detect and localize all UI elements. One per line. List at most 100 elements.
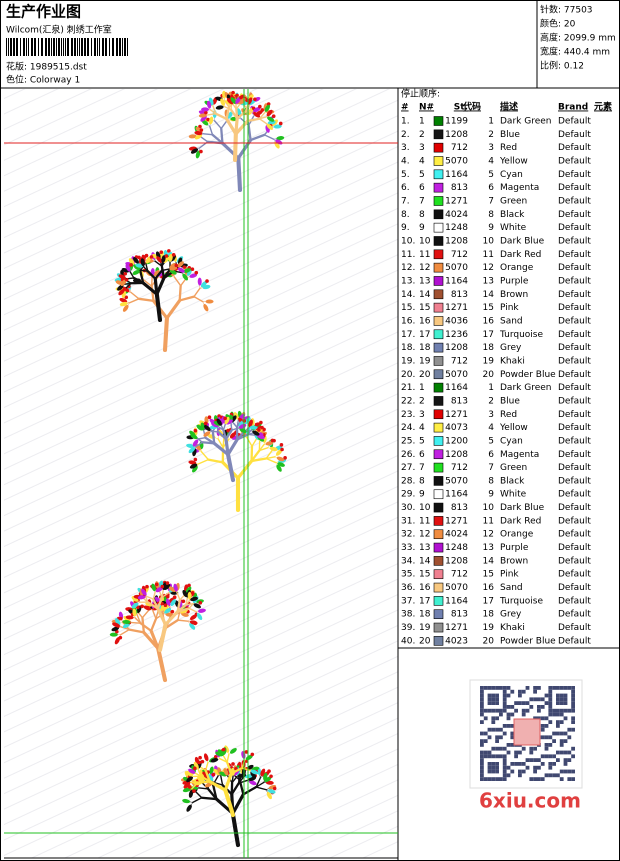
- table-cell: Khaki: [500, 623, 525, 633]
- leaf: [186, 804, 192, 812]
- table-cell: 25.: [401, 436, 415, 446]
- qr-module: [559, 693, 564, 698]
- qr-module: [506, 693, 511, 698]
- branch: [212, 105, 217, 115]
- leaf: [195, 150, 201, 159]
- qr-module: [556, 750, 560, 755]
- table-cell: 5070: [445, 263, 468, 273]
- table-cell: Default: [558, 276, 591, 286]
- leaf: [239, 427, 247, 434]
- qr-module: [567, 758, 572, 762]
- color-swatch: [433, 622, 444, 633]
- color-swatch: [433, 196, 444, 206]
- berry: [124, 295, 129, 300]
- table-cell: 1200: [445, 436, 468, 446]
- table-cell: 20: [419, 370, 431, 380]
- leaf: [192, 465, 198, 473]
- color-swatch: [433, 342, 444, 353]
- table-cell: 4: [488, 423, 494, 433]
- leaf: [201, 107, 210, 112]
- branch: [226, 753, 230, 763]
- branch: [128, 628, 145, 634]
- table-cell: 2.: [401, 130, 410, 140]
- table-cell: 1208: [445, 236, 468, 246]
- color-swatch: [433, 276, 444, 286]
- branch: [197, 768, 202, 777]
- branch: [157, 622, 168, 653]
- berry: [207, 415, 212, 420]
- color-swatch: [433, 502, 444, 513]
- color-swatch: [433, 436, 444, 446]
- branch: [174, 276, 182, 287]
- branch: [141, 281, 159, 296]
- berry: [190, 590, 195, 595]
- berry: [145, 584, 149, 589]
- table-cell: 16.: [401, 316, 415, 326]
- table-cell: 14: [419, 290, 431, 300]
- qr-module: [487, 777, 492, 781]
- qr-module: [480, 697, 484, 702]
- qr-module: [533, 765, 537, 770]
- table-cell: Default: [558, 263, 591, 273]
- berry: [187, 583, 191, 588]
- berry: [198, 124, 202, 129]
- branch: [139, 269, 149, 272]
- branch: [123, 282, 132, 286]
- leaf: [193, 761, 199, 770]
- leaf: [226, 98, 234, 105]
- qr-module: [563, 701, 568, 705]
- qr-module: [518, 773, 522, 778]
- qr-module: [495, 701, 499, 705]
- branch: [255, 777, 262, 788]
- qr-module: [514, 750, 518, 755]
- branch: [236, 430, 246, 441]
- color-swatch: [433, 156, 444, 166]
- qr-module: [525, 708, 530, 713]
- qr-module: [506, 765, 511, 770]
- qr-module: [525, 758, 530, 762]
- qr-module: [559, 697, 564, 702]
- leaf: [213, 768, 220, 776]
- leaf: [194, 134, 203, 140]
- table-cell: 6.: [401, 183, 410, 193]
- table-cell: 16: [483, 316, 495, 326]
- table-cell: 18: [483, 343, 495, 353]
- color-swatch: [433, 262, 444, 273]
- berry: [174, 263, 179, 268]
- bar: [87, 38, 89, 56]
- bar: [119, 38, 121, 56]
- qr-module: [510, 762, 515, 766]
- table-cell: 1164: [445, 170, 468, 180]
- qr-module: [552, 712, 556, 717]
- berry: [270, 438, 275, 443]
- berry: [272, 786, 277, 791]
- table-cell: 11: [483, 516, 494, 526]
- qr-module: [487, 769, 492, 774]
- qr-module: [567, 686, 572, 690]
- table-cell: 8.: [401, 210, 410, 220]
- qr-module: [483, 731, 488, 736]
- branch: [235, 107, 239, 120]
- branch: [197, 436, 207, 440]
- qr-module: [521, 689, 526, 694]
- qr-module: [480, 777, 484, 781]
- bar: [8, 38, 9, 56]
- leaf: [265, 780, 274, 785]
- qr-module: [491, 769, 496, 774]
- stat: 针数: 77503: [540, 4, 593, 16]
- qr-module: [533, 686, 537, 690]
- leaf: [215, 105, 224, 110]
- table-cell: Default: [558, 330, 591, 340]
- qr-module: [548, 697, 553, 702]
- leaf: [141, 588, 147, 596]
- berry: [190, 267, 195, 272]
- table-cell: 17: [483, 596, 494, 606]
- table-cell: 2: [488, 130, 494, 140]
- branch: [204, 761, 209, 772]
- table-cell: Sand: [500, 583, 523, 593]
- leaf: [275, 449, 283, 456]
- bar: [122, 38, 123, 56]
- leaf: [182, 798, 191, 804]
- leaf: [187, 591, 192, 600]
- qr-module: [540, 735, 545, 740]
